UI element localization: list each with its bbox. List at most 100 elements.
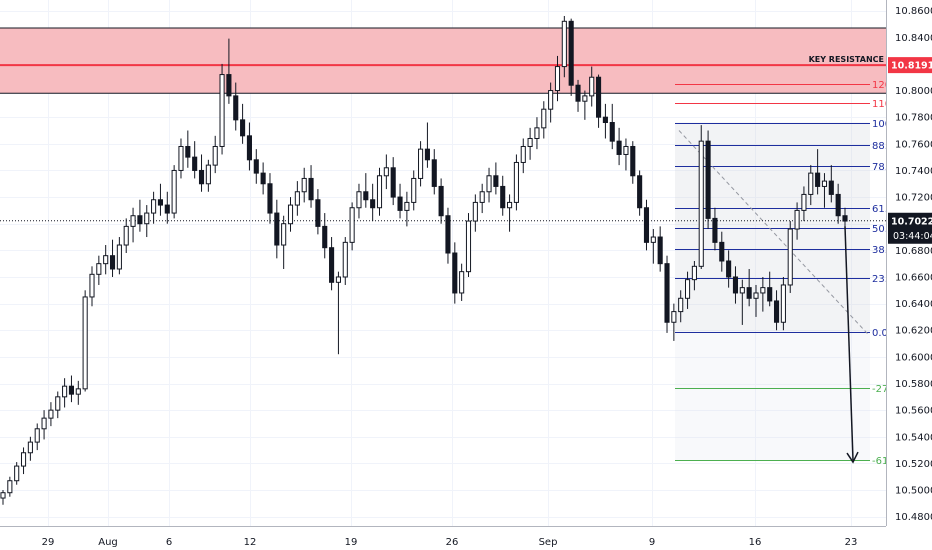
current-price-label: 10.70222 xyxy=(891,216,932,227)
fib-level-label: 50.0 xyxy=(872,224,894,235)
candle-body xyxy=(151,199,157,214)
time-axis-area xyxy=(0,526,886,550)
fib-level-label: 61.8 xyxy=(872,204,894,215)
candle-body xyxy=(527,137,533,147)
candle-body xyxy=(780,284,786,323)
candle-body xyxy=(821,180,828,187)
candle-body xyxy=(500,185,506,209)
y-tick-label: 10.72000 xyxy=(895,193,932,204)
candle-body xyxy=(89,273,95,298)
candle-body xyxy=(760,287,766,294)
fib-level-label: 23.6 xyxy=(872,274,894,285)
candle-body xyxy=(82,296,88,390)
candle-body xyxy=(452,252,458,294)
candle-body xyxy=(753,292,759,299)
candle-body xyxy=(424,148,430,161)
candle-body xyxy=(787,228,793,286)
candle-body xyxy=(719,241,725,262)
candle-body xyxy=(27,441,33,454)
candle-body xyxy=(349,207,355,243)
fib-level-label: 88.6 xyxy=(872,141,894,152)
candle-body xyxy=(96,263,102,275)
candle-body xyxy=(554,66,561,92)
candle-body xyxy=(664,263,670,323)
fib-retracement-area xyxy=(675,122,870,332)
candle-body xyxy=(534,127,540,139)
y-tick-label: 10.58000 xyxy=(895,379,932,390)
candle-body xyxy=(103,255,109,265)
x-tick-label: 29 xyxy=(42,537,55,548)
candle-body xyxy=(732,276,739,294)
candle-body xyxy=(568,20,574,86)
candle-body xyxy=(671,311,677,323)
candle-body xyxy=(34,428,40,443)
x-tick-label: 26 xyxy=(446,537,459,548)
y-tick-label: 10.84000 xyxy=(895,33,932,44)
candle-body xyxy=(808,172,814,195)
candle-body xyxy=(260,172,266,185)
fib-level-label: -61 xyxy=(872,456,888,467)
candle-body xyxy=(616,140,622,155)
candle-body xyxy=(123,225,129,246)
candle-body xyxy=(684,279,691,299)
key-resistance-label: KEY RESISTANCE xyxy=(809,55,884,64)
candle-body xyxy=(548,90,554,110)
y-tick-label: 10.56000 xyxy=(895,406,932,417)
candle-body xyxy=(178,145,184,171)
x-tick-label: 23 xyxy=(845,537,858,548)
candle-body xyxy=(609,122,615,142)
candle-body xyxy=(240,119,246,137)
x-tick-label: 19 xyxy=(345,537,358,548)
y-tick-label: 10.80000 xyxy=(895,86,932,97)
candle-body xyxy=(68,385,75,395)
projection-arrow-line xyxy=(844,226,854,461)
candle-body xyxy=(418,148,424,179)
candle-body xyxy=(842,215,848,222)
y-tick-label: 10.74000 xyxy=(895,166,932,177)
candle-body xyxy=(472,201,478,222)
candle-countdown-label: 03:44:04 xyxy=(893,231,932,242)
candle-body xyxy=(267,183,273,214)
candle-body xyxy=(315,199,321,227)
y-tick-label: 10.78000 xyxy=(895,113,932,124)
candle-body xyxy=(363,191,369,201)
candle-body xyxy=(678,297,684,313)
x-tick-label: Aug xyxy=(98,537,118,548)
fib-level-label: 120 xyxy=(872,80,891,91)
candle-body xyxy=(828,180,834,195)
candle-body xyxy=(431,159,437,187)
candle-body xyxy=(55,396,61,411)
candle-body xyxy=(835,193,841,217)
candle-body xyxy=(794,209,800,230)
candle-body xyxy=(219,74,225,147)
candle-body xyxy=(561,20,567,68)
y-tick-label: 10.62000 xyxy=(895,326,932,337)
candle-body xyxy=(712,217,718,243)
candle-body xyxy=(767,287,773,302)
candle-body xyxy=(623,145,629,155)
candle-body xyxy=(246,135,252,161)
fib-trend-line xyxy=(678,130,869,335)
fib-level-label: 110 xyxy=(872,99,891,110)
y-tick-label: 10.64000 xyxy=(895,299,932,310)
candle-body xyxy=(294,191,300,206)
candle-body xyxy=(726,260,732,278)
candle-body xyxy=(329,247,335,283)
fib-level-label: 38.2 xyxy=(872,245,894,256)
candle-body xyxy=(746,287,752,299)
fib-level-label: 0.0 xyxy=(872,328,888,339)
candle-body xyxy=(130,215,136,227)
candle-body xyxy=(575,84,581,102)
candle-body xyxy=(75,388,81,395)
candle-body xyxy=(198,169,205,185)
candle-body xyxy=(14,465,20,482)
candle-body xyxy=(404,201,410,211)
candle-body xyxy=(815,172,821,187)
candle-body xyxy=(589,76,595,97)
candle-body xyxy=(48,409,54,419)
candle-body xyxy=(20,452,27,467)
candle-body xyxy=(335,276,341,283)
candle-body xyxy=(7,480,13,494)
y-tick-label: 10.54000 xyxy=(895,432,932,443)
